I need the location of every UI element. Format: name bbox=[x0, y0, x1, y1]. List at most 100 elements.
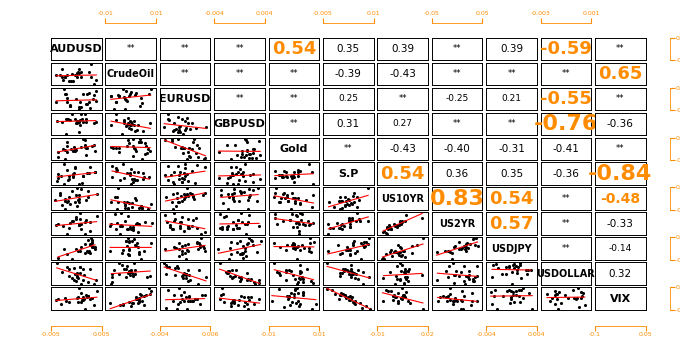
Point bbox=[64, 201, 75, 207]
Point bbox=[85, 219, 96, 225]
Point bbox=[222, 142, 233, 148]
Point bbox=[347, 270, 358, 275]
Point bbox=[243, 151, 254, 157]
Point bbox=[80, 306, 90, 312]
Point bbox=[59, 161, 70, 166]
Point bbox=[122, 270, 133, 276]
Point bbox=[396, 296, 407, 301]
Point bbox=[236, 293, 247, 298]
Point bbox=[223, 268, 234, 274]
Point bbox=[176, 180, 187, 185]
Point bbox=[192, 239, 203, 245]
Point bbox=[394, 219, 405, 225]
Point bbox=[126, 201, 137, 206]
Point bbox=[192, 296, 203, 301]
Point bbox=[294, 301, 305, 307]
Point bbox=[285, 302, 296, 308]
Point bbox=[403, 268, 413, 274]
Point bbox=[86, 244, 97, 250]
Point bbox=[79, 144, 90, 150]
Point bbox=[288, 242, 299, 248]
Point bbox=[241, 137, 252, 143]
Point bbox=[63, 198, 73, 204]
Point bbox=[307, 169, 318, 175]
Point bbox=[130, 243, 141, 248]
Text: -0.76: -0.76 bbox=[534, 114, 598, 134]
Point bbox=[255, 239, 266, 244]
Point bbox=[237, 250, 248, 256]
Point bbox=[470, 275, 481, 280]
Point bbox=[290, 246, 301, 252]
Point bbox=[358, 243, 369, 248]
Point bbox=[277, 191, 288, 197]
Point bbox=[132, 230, 143, 235]
Point bbox=[129, 118, 139, 124]
Point bbox=[181, 125, 192, 131]
Point bbox=[173, 115, 184, 120]
Point bbox=[170, 246, 181, 251]
Point bbox=[231, 222, 241, 228]
Point bbox=[245, 237, 256, 243]
Point bbox=[508, 262, 519, 268]
Point bbox=[167, 226, 177, 232]
Point bbox=[171, 203, 182, 208]
Point bbox=[129, 236, 140, 241]
Point bbox=[254, 297, 265, 302]
Point bbox=[358, 281, 369, 287]
Point bbox=[511, 263, 522, 269]
Point bbox=[179, 271, 190, 276]
Point bbox=[228, 301, 239, 306]
Point bbox=[122, 143, 133, 149]
Point bbox=[201, 125, 211, 130]
Point bbox=[449, 244, 460, 250]
Point bbox=[177, 296, 188, 302]
Point bbox=[199, 156, 209, 162]
Point bbox=[233, 199, 244, 204]
Point bbox=[443, 248, 454, 254]
Text: -0.43: -0.43 bbox=[389, 69, 416, 79]
Point bbox=[169, 218, 180, 224]
Text: -0.36: -0.36 bbox=[552, 169, 579, 179]
Point bbox=[76, 244, 87, 250]
Point bbox=[182, 278, 193, 284]
Point bbox=[179, 194, 190, 200]
Point bbox=[88, 81, 99, 87]
Point bbox=[289, 245, 300, 251]
Point bbox=[239, 161, 250, 166]
Point bbox=[293, 228, 304, 234]
Point bbox=[240, 300, 251, 305]
Point bbox=[323, 199, 334, 205]
Point bbox=[163, 177, 173, 183]
Point bbox=[80, 293, 91, 298]
Point bbox=[126, 227, 137, 232]
Point bbox=[125, 119, 136, 125]
Point bbox=[236, 189, 247, 194]
Point bbox=[144, 175, 155, 180]
Point bbox=[388, 297, 398, 303]
Point bbox=[343, 215, 354, 221]
Point bbox=[60, 295, 71, 301]
Point bbox=[471, 298, 482, 304]
Point bbox=[296, 269, 307, 275]
Point bbox=[131, 148, 141, 154]
Point bbox=[398, 293, 409, 299]
Point bbox=[109, 194, 120, 200]
Point bbox=[131, 296, 142, 301]
Point bbox=[295, 262, 306, 268]
Point bbox=[227, 195, 238, 200]
Point bbox=[132, 245, 143, 250]
Point bbox=[120, 238, 131, 244]
Point bbox=[341, 202, 352, 207]
Text: 0.31: 0.31 bbox=[337, 119, 360, 129]
Point bbox=[86, 74, 97, 80]
Text: 0.65: 0.65 bbox=[598, 65, 643, 83]
Point bbox=[75, 117, 86, 123]
Point bbox=[401, 212, 411, 217]
Point bbox=[461, 241, 472, 247]
Point bbox=[75, 264, 86, 270]
Point bbox=[112, 195, 123, 200]
Point bbox=[201, 274, 211, 280]
Point bbox=[122, 115, 133, 121]
Point bbox=[112, 167, 122, 173]
Point bbox=[177, 145, 188, 150]
